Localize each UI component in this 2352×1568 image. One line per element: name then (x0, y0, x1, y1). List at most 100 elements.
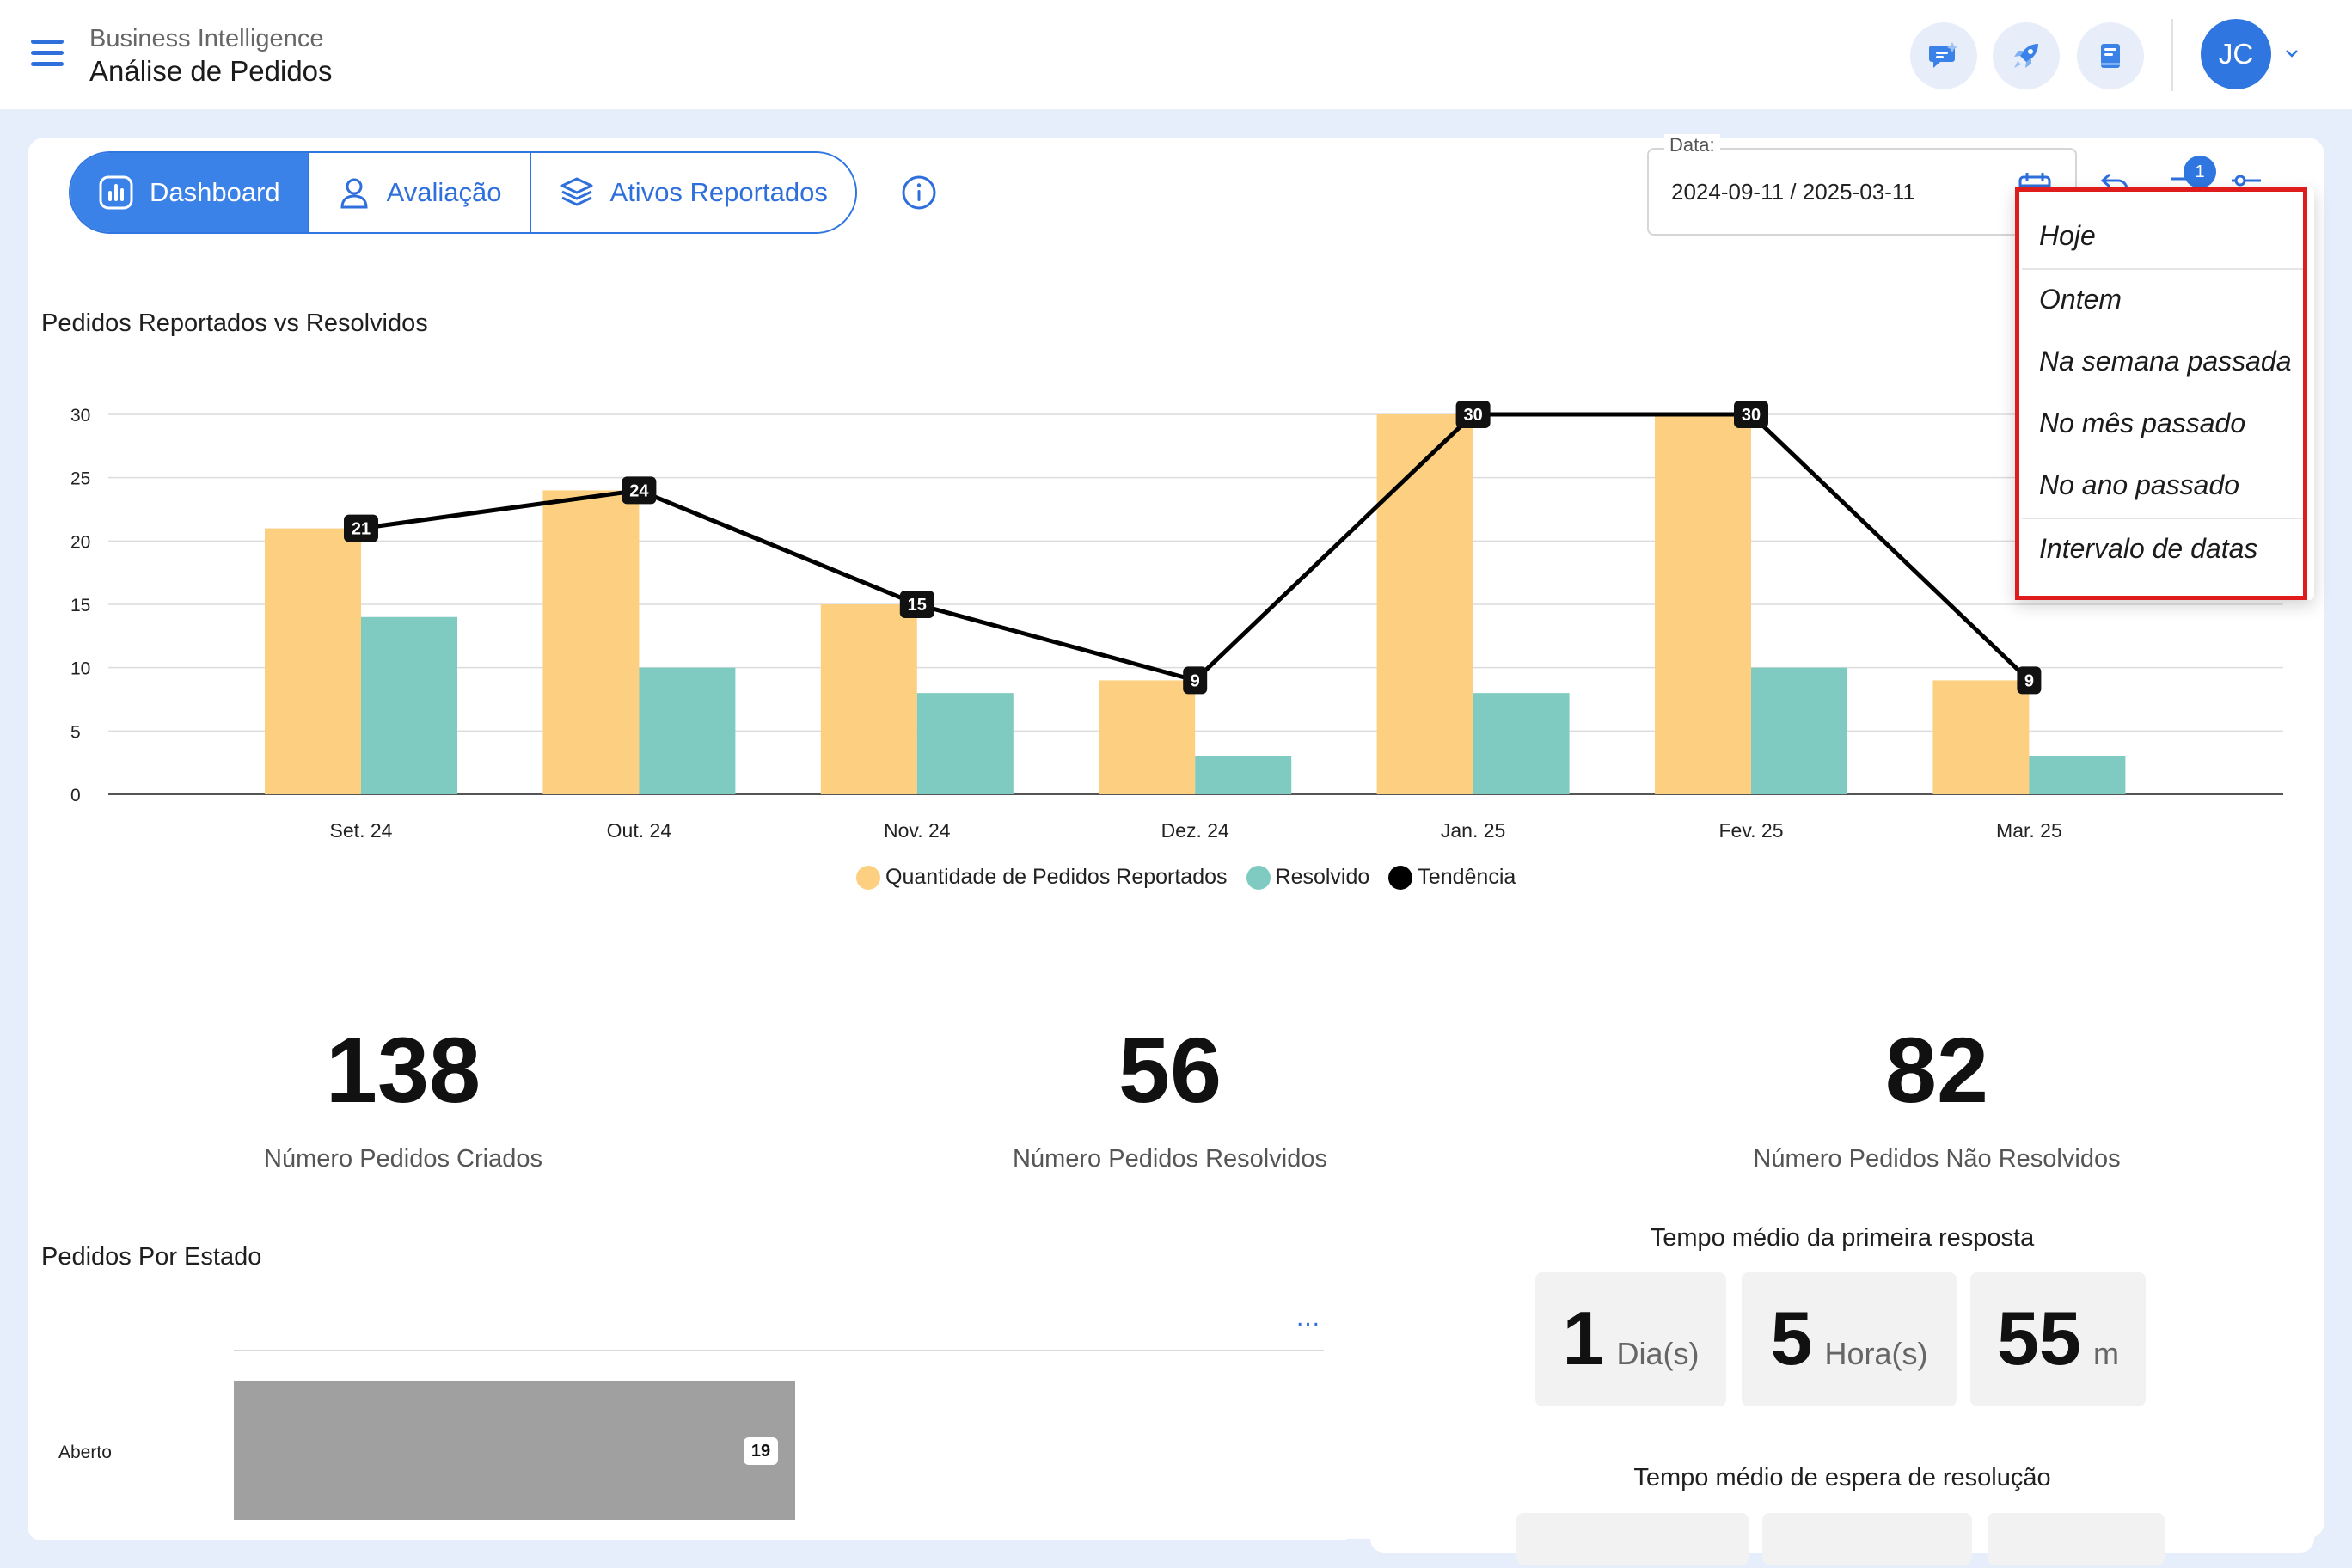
x-tick-label: Set. 24 (330, 819, 393, 842)
page-title: Análise de Pedidos (89, 55, 333, 87)
tab-dashboard[interactable]: Dashboard (70, 153, 309, 232)
first-response-days-unit: Dia(s) (1616, 1336, 1700, 1371)
trend-point-label: 15 (908, 596, 927, 615)
ai-chat-button[interactable] (1910, 22, 1977, 89)
trend-point-label: 24 (629, 481, 649, 500)
rocket-button[interactable] (1993, 22, 2060, 89)
x-tick-label: Nov. 24 (884, 819, 951, 842)
bar-resolved (1473, 693, 1570, 794)
kpi-label-resolved: Número Pedidos Resolvidos (1013, 1145, 1327, 1173)
x-tick-label: Dez. 24 (1161, 819, 1229, 842)
bar-reported (1932, 680, 2030, 794)
y-tick-label: 15 (70, 596, 90, 616)
layers-icon (560, 177, 593, 206)
trend-point-label-bg (622, 476, 657, 505)
dropdown-item-mes-passado[interactable]: No mês passado (2039, 407, 2246, 438)
bar-resolved (361, 616, 457, 794)
dropdown-item-hoje[interactable]: Hoje (2039, 220, 2096, 251)
tab-avaliacao-label: Avaliação (386, 177, 502, 207)
kpi-card-unresolved: 82 Número Pedidos Não Resolvidos (1561, 946, 2312, 1195)
date-range-label: Data: (1664, 134, 1720, 156)
kpi-label-unresolved: Número Pedidos Não Resolvidos (1753, 1145, 2121, 1173)
dropdown-divider (2022, 268, 2306, 270)
trend-point-label: 9 (1191, 671, 1200, 690)
filter-count-badge: 1 (2184, 156, 2216, 188)
x-tick-label: Jan. 25 (1441, 819, 1505, 842)
more-options-button[interactable]: ... (1296, 1303, 1321, 1332)
kpi-card-resolved: 56 Número Pedidos Resolvidos (794, 946, 1546, 1195)
first-response-hours-unit: Hora(s) (1824, 1336, 1928, 1371)
app-subtitle: Business Intelligence (89, 25, 324, 52)
bar-reported (265, 528, 361, 794)
dropdown-item-ontem[interactable]: Ontem (2039, 284, 2122, 315)
bar-resolved (639, 667, 736, 794)
trend-point-label-bg (1183, 666, 1208, 695)
state-bar-aberto[interactable] (234, 1381, 795, 1520)
trend-point-label-bg (2017, 666, 2042, 695)
trend-point-label-bg (1734, 401, 1768, 428)
tab-avaliacao[interactable]: Avaliação (309, 153, 531, 232)
legend-label-trend: Tendência (1418, 865, 1516, 889)
y-tick-label: 10 (70, 659, 90, 679)
requests-chart-card (28, 275, 2314, 930)
y-tick-label: 0 (70, 786, 81, 805)
trend-point-label-bg (899, 591, 934, 618)
resolution-wait-days (1516, 1513, 1749, 1565)
tab-ativos-reportados[interactable]: Ativos Reportados (530, 153, 855, 232)
dropdown-divider (2022, 518, 2306, 519)
kpi-value-resolved: 56 (1118, 1018, 1222, 1122)
state-chart-axis (234, 1350, 1324, 1351)
header-divider (2171, 19, 2173, 91)
bar-reported (542, 490, 640, 794)
first-response-title: Tempo médio da primeira resposta (1650, 1224, 2035, 1252)
legend-dot-resolved (1246, 865, 1271, 890)
dropdown-item-semana-passada[interactable]: Na semana passada (2039, 346, 2292, 377)
top-bar: Business Intelligence Análise de Pedidos… (0, 0, 2352, 109)
trend-point-label-bg (344, 514, 378, 542)
legend-dot-trend (1388, 865, 1413, 890)
legend-dot-reported (856, 865, 880, 890)
y-tick-label: 30 (70, 406, 90, 426)
bar-reported (1655, 414, 1751, 794)
dropdown-item-intervalo-datas[interactable]: Intervalo de datas (2039, 533, 2258, 564)
view-tabs: Dashboard Avaliação Ativos Reportados (69, 151, 857, 234)
x-tick-label: Mar. 25 (1996, 819, 2062, 842)
bar-reported (1376, 414, 1473, 794)
docs-button[interactable] (2077, 22, 2144, 89)
tab-dashboard-label: Dashboard (150, 177, 280, 207)
rocket-icon (2014, 44, 2038, 68)
dropdown-item-ano-passado[interactable]: No ano passado (2039, 469, 2240, 500)
resolution-wait-hours (1762, 1513, 1972, 1565)
legend-item-trend[interactable]: Tendência (1388, 865, 1516, 890)
legend-item-resolved[interactable]: Resolvido (1246, 865, 1369, 890)
first-response-minutes: 55 m (1970, 1272, 2146, 1406)
bar-resolved (916, 693, 1014, 794)
chevron-down-icon[interactable] (2283, 45, 2300, 62)
first-response-days-value: 1 (1562, 1295, 1605, 1381)
y-tick-label: 20 (70, 532, 90, 552)
y-tick-label: 5 (70, 722, 81, 742)
x-tick-label: Fev. 25 (1719, 819, 1784, 842)
trend-point-label: 21 (352, 520, 371, 539)
trend-point-label: 30 (1742, 406, 1761, 425)
state-chart-title: Pedidos Por Estado (41, 1243, 262, 1271)
info-icon[interactable] (901, 175, 937, 211)
bar-reported (1099, 680, 1196, 794)
tab-ativos-reportados-label: Ativos Reportados (609, 177, 828, 207)
bar-resolved (1751, 667, 1847, 794)
first-response-minutes-unit: m (2092, 1336, 2119, 1371)
bar-resolved (2029, 756, 2126, 794)
legend-label-reported: Quantidade de Pedidos Reportados (885, 865, 1228, 889)
user-avatar[interactable]: JC (2201, 19, 2271, 89)
user-icon (340, 178, 368, 209)
date-range-input[interactable] (1647, 148, 2077, 236)
first-response-hours: 5 Hora(s) (1742, 1272, 1957, 1406)
ai-chat-icon (1929, 42, 1957, 68)
legend-item-reported[interactable]: Quantidade de Pedidos Reportados (856, 865, 1228, 890)
chart-legend: Quantidade de Pedidos Reportados Resolvi… (856, 865, 1516, 890)
menu-icon[interactable] (31, 40, 64, 67)
kpi-label-created: Número Pedidos Criados (264, 1145, 542, 1173)
bar-reported (820, 604, 917, 794)
bar-resolved (1195, 756, 1292, 794)
